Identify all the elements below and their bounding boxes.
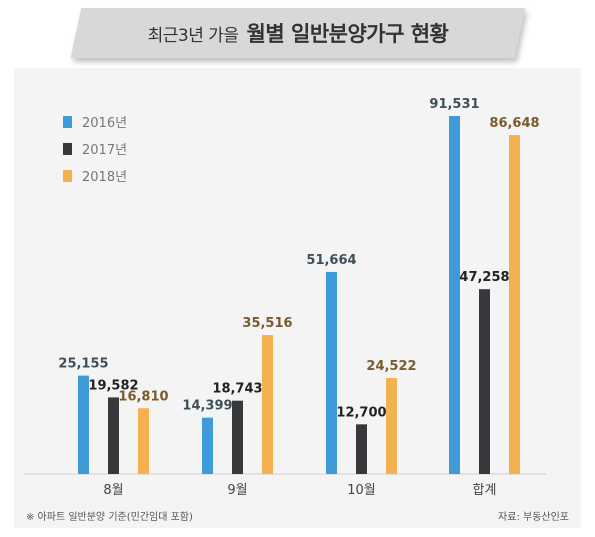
bar-2016년-8월 xyxy=(78,375,89,474)
title-light: 최근3년 가을 xyxy=(147,25,239,46)
value-label-2017년-9월: 18,743 xyxy=(212,382,262,397)
legend-label-2016년: 2016년 xyxy=(82,116,127,131)
bar-2017년-10월 xyxy=(356,424,367,474)
value-label-2018년-10월: 24,522 xyxy=(366,359,416,374)
legend-swatch-2018년 xyxy=(63,170,72,182)
legend-swatch-2016년 xyxy=(63,116,72,128)
value-label-2018년-합계: 86,648 xyxy=(489,116,539,131)
bar-2017년-8월 xyxy=(108,397,119,474)
bar-2016년-합계 xyxy=(449,116,460,474)
value-label-2017년-8월: 19,582 xyxy=(88,378,138,393)
bar-2018년-9월 xyxy=(262,335,273,474)
value-label-2016년-8월: 25,155 xyxy=(58,357,108,372)
legend-swatch-2017년 xyxy=(63,143,72,155)
value-label-2018년-9월: 35,516 xyxy=(242,316,292,331)
category-label-8월: 8월 xyxy=(103,483,123,498)
value-label-2016년-10월: 51,664 xyxy=(306,253,356,268)
page-title: 최근3년 가을 월별 일반분양가구 현황 xyxy=(76,8,520,58)
value-label-2017년-10월: 12,700 xyxy=(336,405,386,420)
title-bold: 월별 일반분양가구 현황 xyxy=(246,22,449,46)
value-label-2016년-합계: 91,531 xyxy=(429,97,479,112)
legend-label-2018년: 2018년 xyxy=(82,170,127,185)
bar-2017년-합계 xyxy=(479,289,490,474)
value-label-2016년-9월: 14,399 xyxy=(182,399,232,414)
value-label-2018년-8월: 16,810 xyxy=(118,389,168,404)
footnote: ※ 아파트 일반분양 기준(민간임대 포함) xyxy=(26,512,193,523)
value-label-2017년-합계: 47,258 xyxy=(459,270,509,285)
bar-2018년-합계 xyxy=(509,135,520,474)
legend-label-2017년: 2017년 xyxy=(82,143,127,158)
bar-2018년-10월 xyxy=(386,378,397,474)
bar-2016년-10월 xyxy=(326,271,337,474)
category-label-9월: 9월 xyxy=(227,483,247,498)
source-note: 자료: 부동산인포 xyxy=(498,512,569,523)
category-label-합계: 합계 xyxy=(473,483,497,498)
category-label-10월: 10월 xyxy=(347,483,376,498)
bar-2018년-8월 xyxy=(138,408,149,474)
bar-2016년-9월 xyxy=(202,417,213,474)
bar-2017년-9월 xyxy=(232,400,243,474)
